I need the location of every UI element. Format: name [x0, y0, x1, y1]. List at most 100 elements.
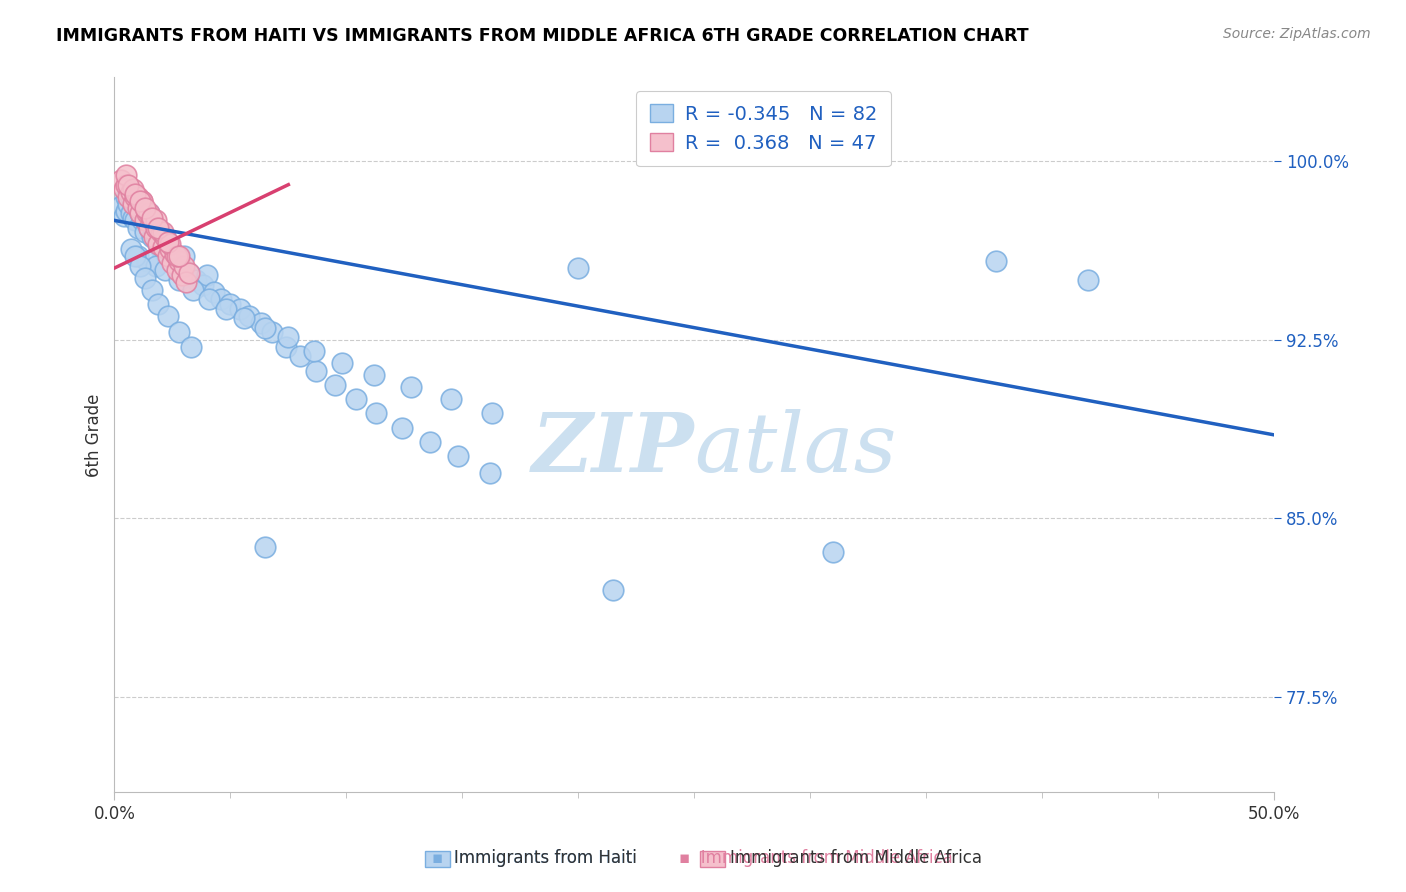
Point	[191, 277, 214, 292]
Point	[138, 220, 160, 235]
Point	[138, 220, 160, 235]
Point	[173, 249, 195, 263]
Point	[131, 194, 153, 209]
Point	[134, 202, 156, 216]
Point	[148, 237, 170, 252]
Point	[228, 301, 250, 316]
Point	[124, 249, 146, 263]
Point	[117, 189, 139, 203]
FancyBboxPatch shape	[700, 851, 725, 867]
Point	[401, 380, 423, 394]
Point	[302, 344, 325, 359]
Point	[149, 225, 172, 239]
Point	[127, 220, 149, 235]
Point	[391, 421, 413, 435]
Point	[823, 544, 845, 558]
Point	[180, 340, 202, 354]
Point	[249, 316, 271, 330]
Point	[135, 206, 157, 220]
Point	[142, 225, 165, 239]
Point	[170, 268, 193, 283]
Point	[169, 326, 191, 340]
Point	[145, 213, 167, 227]
Point	[145, 259, 167, 273]
Text: IMMIGRANTS FROM HAITI VS IMMIGRANTS FROM MIDDLE AFRICA 6TH GRADE CORRELATION CHA: IMMIGRANTS FROM HAITI VS IMMIGRANTS FROM…	[56, 27, 1029, 45]
Point	[166, 263, 188, 277]
Point	[138, 206, 160, 220]
Point	[120, 242, 142, 256]
Point	[159, 242, 181, 256]
Point	[122, 194, 145, 209]
Point	[115, 178, 138, 192]
Point	[209, 292, 232, 306]
Point	[419, 435, 441, 450]
Point	[215, 301, 238, 316]
Point	[219, 297, 242, 311]
Point	[155, 263, 177, 277]
Point	[173, 259, 195, 273]
Point	[1077, 273, 1099, 287]
Text: ZIP: ZIP	[531, 409, 695, 489]
Point	[479, 466, 502, 480]
Point	[148, 237, 170, 252]
Point	[447, 450, 470, 464]
Point	[166, 261, 188, 276]
Text: ▪  Immigrants from Haiti: ▪ Immigrants from Haiti	[432, 849, 637, 867]
Point	[156, 309, 179, 323]
Point	[129, 206, 152, 220]
Point	[112, 209, 135, 223]
Point	[440, 392, 463, 406]
Point	[274, 340, 297, 354]
Point	[162, 256, 184, 270]
Point	[120, 206, 142, 220]
Point	[254, 540, 277, 554]
Point	[149, 242, 172, 256]
Legend: R = -0.345   N = 82, R =  0.368   N = 47: R = -0.345 N = 82, R = 0.368 N = 47	[637, 91, 891, 167]
Point	[366, 406, 388, 420]
Point	[567, 261, 589, 276]
Point	[152, 225, 174, 239]
Point	[142, 230, 165, 244]
Point	[117, 178, 139, 192]
Point	[124, 213, 146, 227]
Point	[344, 392, 367, 406]
Point	[122, 211, 145, 225]
Point	[155, 230, 177, 244]
Point	[169, 249, 191, 263]
Point	[138, 206, 160, 220]
Point	[233, 311, 256, 326]
Point	[202, 285, 225, 299]
Point	[238, 309, 260, 323]
Point	[115, 203, 138, 218]
Point	[156, 235, 179, 249]
Point	[120, 185, 142, 199]
Text: Source: ZipAtlas.com: Source: ZipAtlas.com	[1223, 27, 1371, 41]
Point	[134, 270, 156, 285]
Point	[141, 213, 163, 227]
Point	[148, 220, 170, 235]
Point	[602, 582, 624, 597]
Point	[124, 189, 146, 203]
Point	[122, 182, 145, 196]
Point	[169, 273, 191, 287]
Point	[162, 254, 184, 268]
Point	[124, 187, 146, 202]
Point	[363, 368, 385, 383]
Point	[120, 192, 142, 206]
Point	[141, 211, 163, 225]
Text: atlas: atlas	[695, 409, 897, 489]
Point	[159, 237, 181, 252]
Point	[156, 249, 179, 263]
Point	[169, 254, 191, 268]
FancyBboxPatch shape	[425, 851, 450, 867]
Point	[156, 244, 179, 259]
Point	[305, 363, 328, 377]
Point	[254, 320, 277, 334]
Point	[134, 213, 156, 227]
Point	[288, 349, 311, 363]
Point	[323, 377, 346, 392]
Point	[112, 182, 135, 196]
Point	[177, 266, 200, 280]
Point	[115, 168, 138, 182]
Point	[117, 196, 139, 211]
